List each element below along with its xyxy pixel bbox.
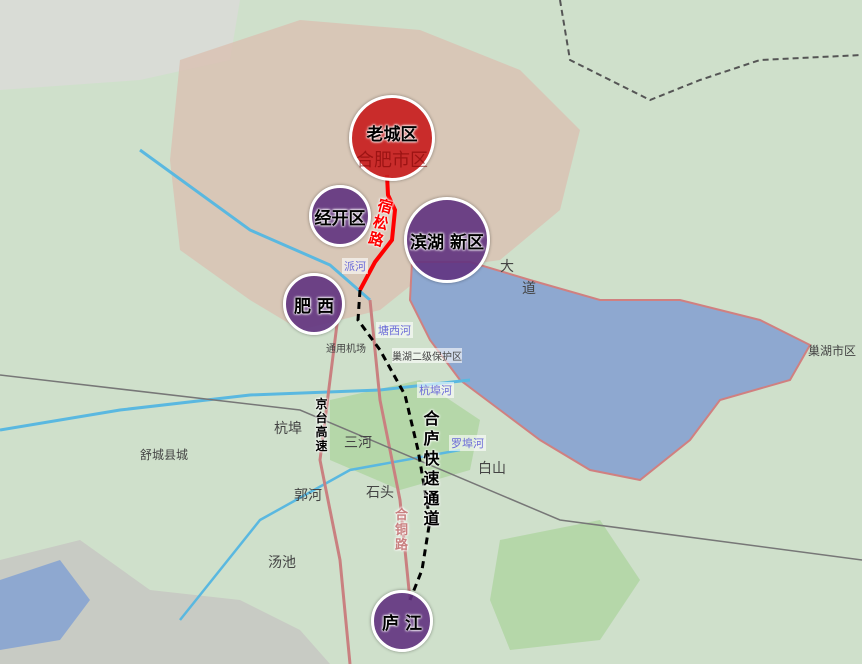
- label-hangbu-river: 杭埠河: [417, 382, 454, 398]
- district-laocheng[interactable]: 老城区: [349, 95, 435, 181]
- greenbelt: [330, 380, 480, 490]
- chaohu-lake: [408, 261, 812, 482]
- label-pai-river: 派河: [342, 258, 368, 274]
- river-luobu: [179, 448, 461, 621]
- mountain-area: [0, 540, 330, 664]
- place-protection-zone: 巢湖二级保护区: [392, 348, 462, 363]
- place-dao: 道: [522, 281, 536, 297]
- river-hangbu: [0, 378, 471, 432]
- west-lake: [0, 560, 90, 650]
- jingtai-expressway: [318, 299, 352, 664]
- place-tangchi: 汤池: [268, 555, 296, 571]
- label-hetong-road: 合铜路: [394, 508, 408, 553]
- district-jingkai[interactable]: 经开区: [309, 185, 371, 247]
- district-binhu[interactable]: 滨湖 新区: [404, 197, 490, 283]
- place-chaohu-city: 巢湖市区: [808, 344, 857, 358]
- place-sanhe: 三河: [344, 435, 372, 451]
- label-hefei-lujiang-road: 合庐快速通道: [423, 409, 440, 528]
- place-hefei-city: 合肥市区: [356, 150, 428, 171]
- hefei-lujiang-expressway: [356, 289, 432, 601]
- label-tangxi-river: 塘西河: [376, 322, 413, 338]
- place-shitou: 石头: [366, 485, 394, 501]
- susong-road: [358, 174, 398, 291]
- railway: [0, 374, 862, 561]
- place-general-airport: 通用机场: [326, 344, 366, 355]
- greenbelt: [490, 520, 640, 650]
- district-feixi[interactable]: 肥 西: [283, 273, 345, 335]
- hetong-road: [368, 299, 412, 601]
- place-shucheng: 舒城县城: [140, 448, 189, 462]
- place-guohe: 郭河: [294, 488, 322, 504]
- county-boundary: [559, 0, 862, 102]
- river-pai: [139, 148, 371, 302]
- label-luobu-river: 罗埠河: [449, 435, 486, 451]
- district-lujiang[interactable]: 庐 江: [371, 590, 433, 652]
- label-jingtai-expressway: 京台高速: [315, 397, 328, 453]
- place-da: 大: [500, 259, 514, 275]
- place-hangbu: 杭埠: [274, 421, 302, 437]
- place-baishan: 白山: [478, 461, 506, 477]
